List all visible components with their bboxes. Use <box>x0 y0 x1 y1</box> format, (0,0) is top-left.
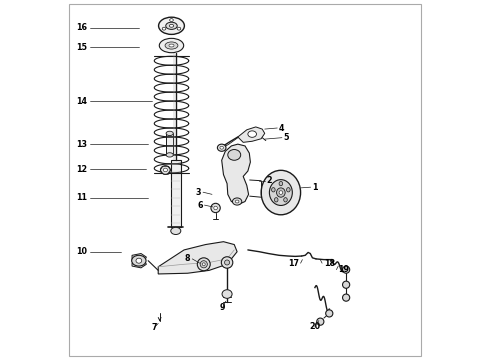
Text: 19: 19 <box>338 265 349 274</box>
Text: 5: 5 <box>284 133 289 142</box>
Ellipse shape <box>211 203 220 213</box>
Text: 11: 11 <box>76 193 87 202</box>
Ellipse shape <box>159 17 184 35</box>
Ellipse shape <box>162 27 166 30</box>
Ellipse shape <box>326 310 333 317</box>
Ellipse shape <box>276 188 285 197</box>
Ellipse shape <box>132 255 146 266</box>
Ellipse shape <box>166 153 173 157</box>
Ellipse shape <box>317 318 324 325</box>
Ellipse shape <box>163 168 168 172</box>
Ellipse shape <box>202 263 205 266</box>
Text: 16: 16 <box>76 23 87 32</box>
Ellipse shape <box>284 198 287 202</box>
Polygon shape <box>132 261 147 268</box>
Text: 13: 13 <box>76 140 87 149</box>
Ellipse shape <box>274 198 278 202</box>
Text: 7: 7 <box>152 323 157 332</box>
Ellipse shape <box>232 198 242 205</box>
Ellipse shape <box>159 39 184 53</box>
Ellipse shape <box>197 258 210 271</box>
Ellipse shape <box>228 149 241 160</box>
Ellipse shape <box>343 281 350 288</box>
Text: 12: 12 <box>76 165 87 174</box>
Ellipse shape <box>165 42 178 49</box>
Ellipse shape <box>235 200 239 203</box>
Ellipse shape <box>271 188 275 192</box>
Polygon shape <box>171 160 181 226</box>
Ellipse shape <box>270 180 293 206</box>
Ellipse shape <box>166 131 173 135</box>
Text: 1: 1 <box>313 183 318 192</box>
Text: 4: 4 <box>279 123 285 132</box>
Text: 9: 9 <box>220 303 225 312</box>
Ellipse shape <box>343 294 350 301</box>
Ellipse shape <box>221 257 233 268</box>
Ellipse shape <box>279 191 283 194</box>
Text: 6: 6 <box>197 201 203 210</box>
Text: 17: 17 <box>288 259 299 268</box>
Ellipse shape <box>170 19 173 22</box>
Polygon shape <box>158 242 237 274</box>
Polygon shape <box>221 144 250 204</box>
Ellipse shape <box>248 131 256 137</box>
Ellipse shape <box>169 44 174 47</box>
Polygon shape <box>132 253 147 262</box>
Ellipse shape <box>170 24 173 27</box>
Ellipse shape <box>218 144 226 151</box>
Ellipse shape <box>177 27 181 30</box>
Text: 15: 15 <box>76 43 87 52</box>
Ellipse shape <box>224 260 230 265</box>
Polygon shape <box>166 134 173 155</box>
Text: 18: 18 <box>324 259 335 268</box>
Ellipse shape <box>279 181 283 186</box>
Ellipse shape <box>166 22 177 30</box>
Text: 14: 14 <box>76 96 87 105</box>
Text: 8: 8 <box>185 255 191 264</box>
Ellipse shape <box>200 261 207 268</box>
Ellipse shape <box>222 290 232 298</box>
Text: 2: 2 <box>267 176 272 185</box>
Ellipse shape <box>220 146 223 149</box>
Ellipse shape <box>136 258 142 263</box>
Text: 20: 20 <box>309 322 320 331</box>
Ellipse shape <box>287 188 290 192</box>
Text: 10: 10 <box>76 247 87 256</box>
Ellipse shape <box>214 206 218 210</box>
Text: 3: 3 <box>196 188 201 197</box>
Ellipse shape <box>171 227 181 234</box>
Ellipse shape <box>343 266 350 273</box>
Ellipse shape <box>261 170 300 215</box>
Ellipse shape <box>160 166 171 174</box>
Polygon shape <box>238 127 265 142</box>
